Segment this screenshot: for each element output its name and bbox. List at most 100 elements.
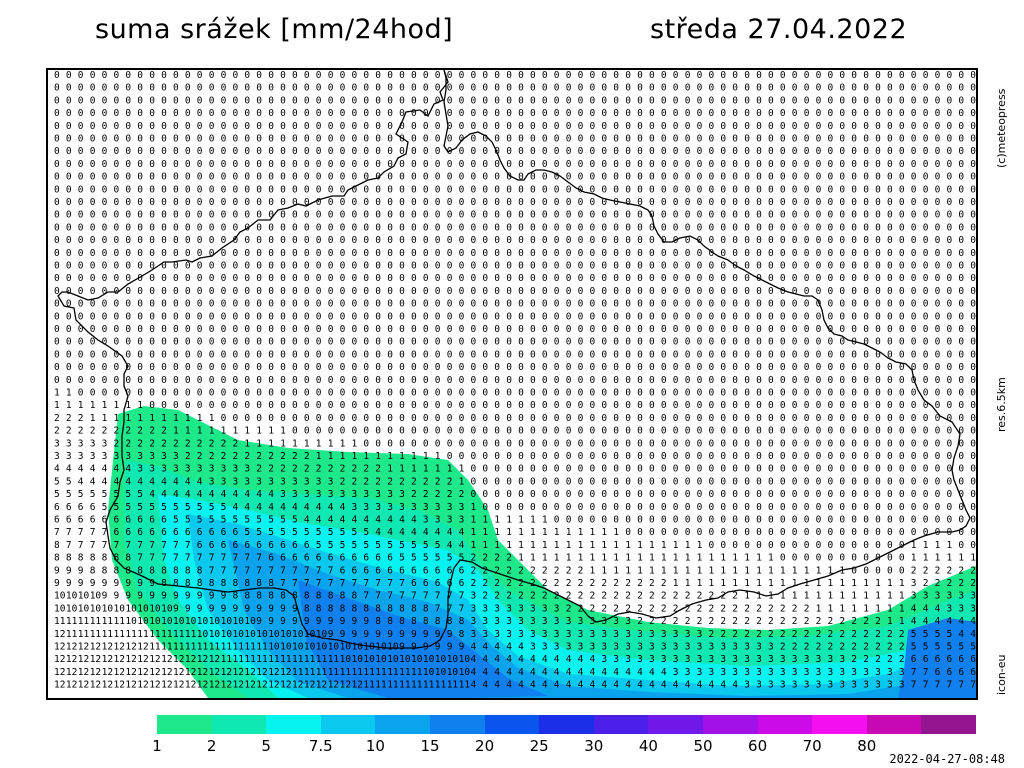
legend-swatch <box>539 715 594 734</box>
grid-value: 0 <box>732 540 738 551</box>
grid-value: 0 <box>839 476 845 487</box>
grid-value: 0 <box>256 172 262 183</box>
grid-value: 0 <box>54 273 60 284</box>
grid-value: 0 <box>958 426 964 437</box>
grid-value: 0 <box>685 400 691 411</box>
grid-value: 0 <box>613 210 619 221</box>
grid-value: 1 <box>935 540 941 551</box>
grid-value: 3 <box>780 667 786 678</box>
grid-value: 0 <box>732 235 738 246</box>
grid-value: 5 <box>447 553 453 564</box>
grid-value: 0 <box>149 172 155 183</box>
grid-value: 0 <box>530 413 536 424</box>
grid-value: 0 <box>114 121 120 132</box>
grid-value: 1 <box>768 565 774 576</box>
grid-value: 0 <box>411 273 417 284</box>
grid-value: 0 <box>613 388 619 399</box>
grid-value: 0 <box>340 413 346 424</box>
grid-value: 0 <box>780 83 786 94</box>
grid-value: 0 <box>316 248 322 259</box>
grid-value: 12 <box>125 680 136 691</box>
grid-value: 8 <box>149 565 155 576</box>
grid-value: 0 <box>542 489 548 500</box>
grid-value: 3 <box>352 502 358 513</box>
grid-value: 3 <box>816 667 822 678</box>
grid-value: 9 <box>280 616 286 627</box>
grid-value: 0 <box>780 235 786 246</box>
grid-value: 4 <box>244 489 250 500</box>
grid-value: 0 <box>970 502 976 513</box>
grid-value: 0 <box>411 235 417 246</box>
grid-value: 7 <box>375 591 381 602</box>
grid-value: 5 <box>340 540 346 551</box>
grid-value: 0 <box>423 83 429 94</box>
grid-value: 0 <box>851 527 857 538</box>
grid-value: 0 <box>554 83 560 94</box>
grid-value: 0 <box>244 235 250 246</box>
grid-value: 9 <box>459 642 465 653</box>
grid-value: 6 <box>149 527 155 538</box>
grid-value: 0 <box>756 261 762 272</box>
grid-value: 1 <box>197 413 203 424</box>
grid-value: 0 <box>709 375 715 386</box>
grid-value: 8 <box>352 603 358 614</box>
grid-value: 0 <box>423 324 429 335</box>
grid-value: 0 <box>197 70 203 81</box>
grid-value: 0 <box>399 235 405 246</box>
grid-value: 4 <box>387 527 393 538</box>
grid-value: 4 <box>161 489 167 500</box>
grid-value: 0 <box>530 210 536 221</box>
grid-value: 0 <box>709 197 715 208</box>
grid-value: 4 <box>78 464 84 475</box>
grid-value: 0 <box>947 388 953 399</box>
grid-value: 2 <box>554 565 560 576</box>
grid-value: 2 <box>494 578 500 589</box>
grid-value: 2 <box>732 603 738 614</box>
grid-value: 11 <box>66 629 78 640</box>
grid-value: 0 <box>947 210 953 221</box>
grid-value: 0 <box>554 311 560 322</box>
grid-value: 0 <box>578 299 584 310</box>
grid-value: 9 <box>209 591 215 602</box>
grid-value: 0 <box>958 489 964 500</box>
grid-value: 0 <box>518 489 524 500</box>
grid-value: 0 <box>970 146 976 157</box>
grid-value: 2 <box>828 616 834 627</box>
grid-value: 0 <box>744 172 750 183</box>
grid-value: 0 <box>137 337 143 348</box>
grid-value: 0 <box>530 108 536 119</box>
grid-value: 3 <box>54 451 60 462</box>
grid-value: 0 <box>590 362 596 373</box>
grid-value: 12 <box>137 654 148 665</box>
grid-value: 3 <box>78 438 84 449</box>
grid-value: 0 <box>744 324 750 335</box>
grid-value: 10 <box>197 629 209 640</box>
grid-value: 0 <box>518 210 524 221</box>
grid-value: 10 <box>161 603 173 614</box>
grid-value: 0 <box>768 108 774 119</box>
grid-value: 0 <box>125 121 131 132</box>
grid-value: 0 <box>114 70 120 81</box>
grid-value: 0 <box>970 210 976 221</box>
grid-value: 7 <box>459 591 465 602</box>
grid-value: 1 <box>542 540 548 551</box>
grid-value: 10 <box>149 616 161 627</box>
grid-value: 0 <box>435 299 441 310</box>
grid-value: 0 <box>804 146 810 157</box>
grid-value: 1 <box>506 540 512 551</box>
grid-value: 2 <box>613 591 619 602</box>
grid-value: 10 <box>363 642 375 653</box>
grid-value: 0 <box>566 502 572 513</box>
grid-value: 0 <box>304 349 310 360</box>
grid-value: 0 <box>935 400 941 411</box>
grid-value: 0 <box>804 95 810 106</box>
grid-value: 0 <box>911 311 917 322</box>
grid-value: 11 <box>363 680 375 691</box>
grid-value: 0 <box>399 261 405 272</box>
grid-value: 0 <box>185 273 191 284</box>
grid-value: 0 <box>804 70 810 81</box>
grid-value: 3 <box>387 502 393 513</box>
grid-value: 0 <box>899 273 905 284</box>
grid-value: 0 <box>530 83 536 94</box>
grid-value: 0 <box>756 286 762 297</box>
